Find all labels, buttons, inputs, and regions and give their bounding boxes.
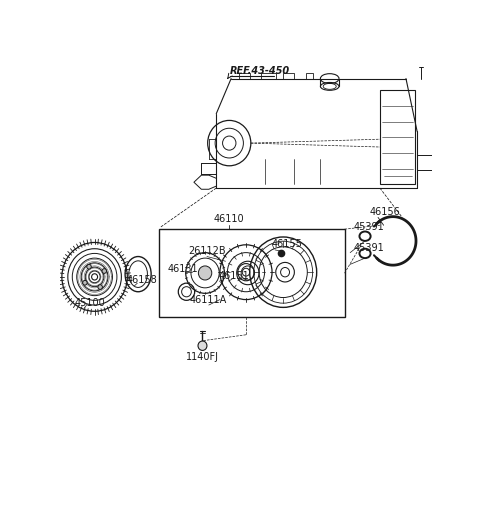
Text: 46155: 46155: [272, 239, 303, 249]
Text: 46131: 46131: [167, 264, 198, 274]
Text: 46158: 46158: [126, 275, 157, 285]
Circle shape: [83, 280, 87, 285]
Bar: [380, 90, 415, 184]
Bar: [283, 73, 294, 79]
Text: 46151: 46151: [218, 271, 249, 281]
Text: REF.43-450: REF.43-450: [229, 66, 290, 76]
Text: 45391: 45391: [354, 222, 384, 232]
Bar: [239, 73, 250, 79]
Text: 45100: 45100: [74, 298, 105, 308]
Text: 46111A: 46111A: [190, 296, 227, 305]
Bar: [158, 229, 345, 317]
Text: 45391: 45391: [354, 243, 384, 252]
Circle shape: [87, 264, 91, 269]
Bar: [305, 73, 313, 79]
Circle shape: [102, 269, 107, 273]
Text: 46156: 46156: [370, 207, 401, 217]
Circle shape: [98, 284, 102, 290]
Circle shape: [198, 266, 212, 280]
Bar: [261, 73, 276, 79]
Text: 46110: 46110: [214, 214, 245, 225]
Circle shape: [198, 341, 207, 351]
Text: 1140FJ: 1140FJ: [186, 353, 219, 362]
Text: 26112B: 26112B: [188, 246, 226, 256]
